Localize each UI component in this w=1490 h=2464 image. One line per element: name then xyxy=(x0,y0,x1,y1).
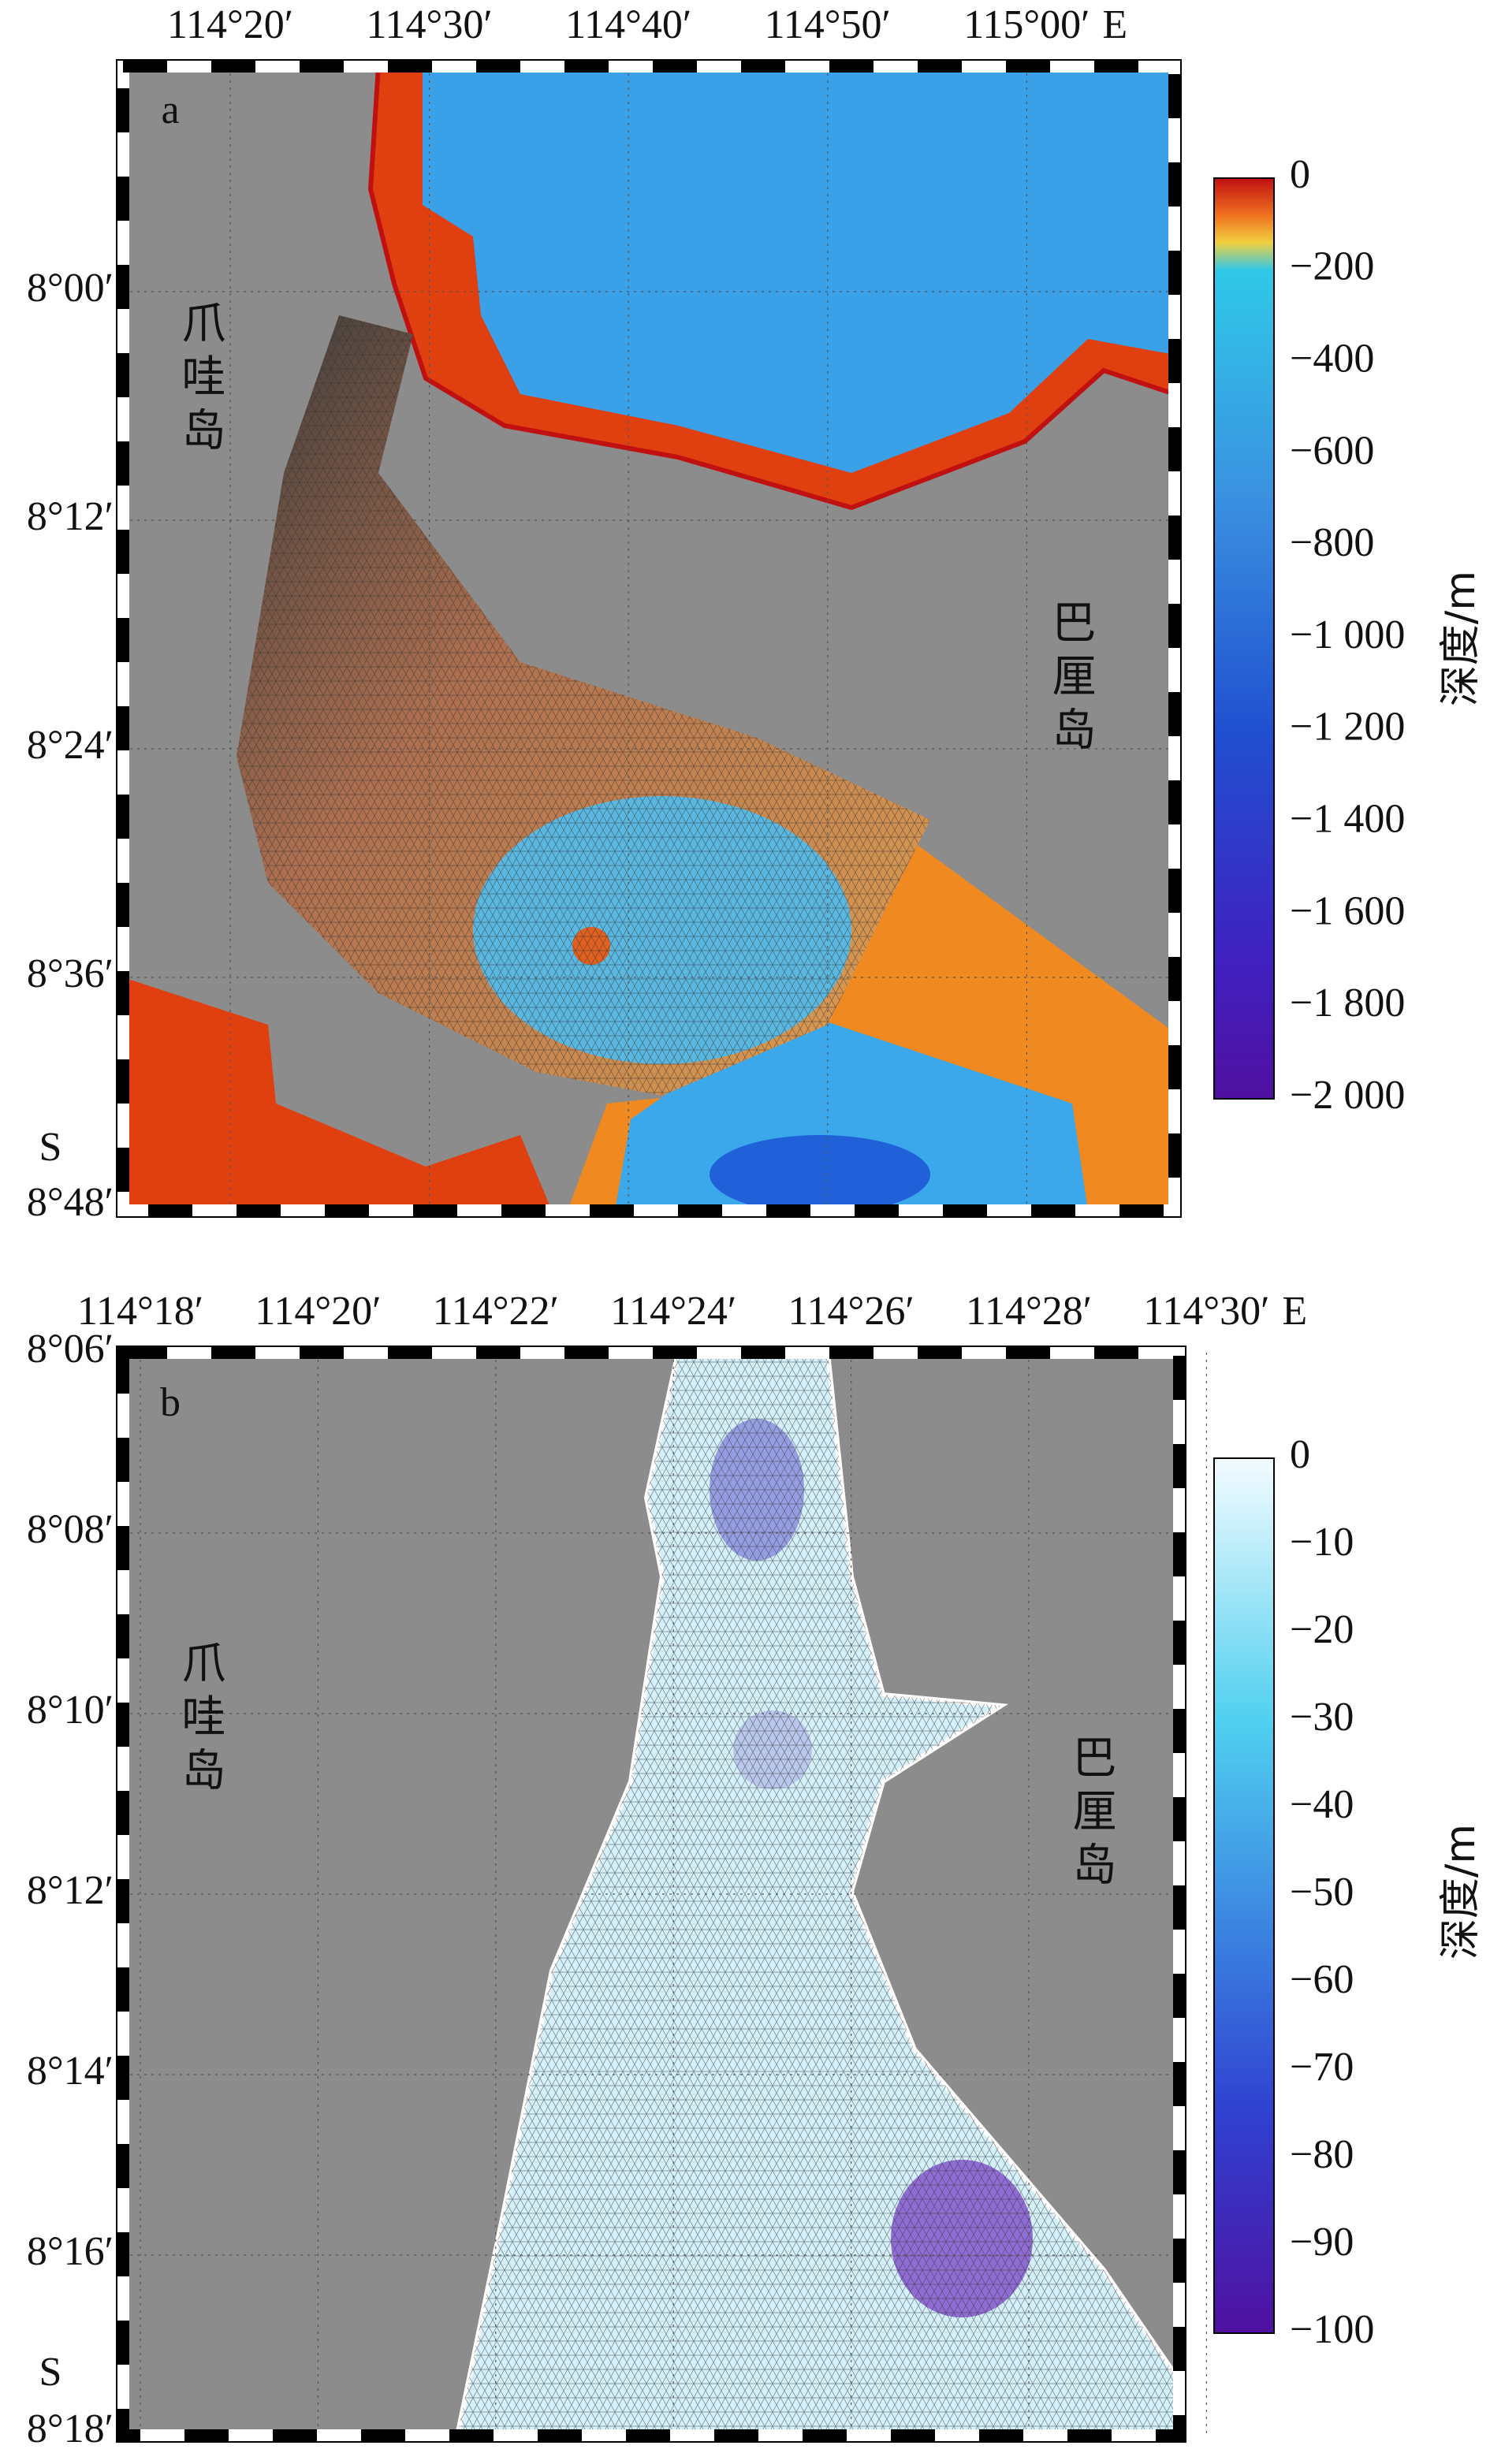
y-tick-label: 8°10′ xyxy=(27,1688,114,1733)
x-hemisphere: E xyxy=(1102,2,1127,47)
x-tick-label: 114°20′ xyxy=(255,1289,381,1334)
y-tick-label: 8°36′ xyxy=(27,951,114,996)
map-a xyxy=(123,66,1175,1211)
frame-outline xyxy=(116,1346,1186,2443)
y-hemisphere: S xyxy=(39,2350,62,2395)
panel-a: 114°20′ 114°30′ 114°40′ 114°50′ 115°00′ E 8°00… xyxy=(27,2,1484,1225)
x-tick-label: 114°40′ xyxy=(565,2,691,47)
colorbar-tick-label: 0 xyxy=(1290,152,1310,197)
colorbar-tick-label: −10 xyxy=(1290,1520,1354,1565)
colorbar-tick-label: −200 xyxy=(1290,244,1374,289)
colorbar-tick-label: 0 xyxy=(1290,1432,1310,1477)
colorbar-tick-label: −100 xyxy=(1290,2307,1374,2352)
x-tick-label: 114°24′ xyxy=(610,1289,736,1334)
x-hemisphere: E xyxy=(1282,1289,1307,1334)
colorbar-tick-label: −1 200 xyxy=(1290,705,1405,750)
y-tick-label: 8°00′ xyxy=(27,266,114,311)
colorbar-a xyxy=(1213,177,1275,1100)
y-tick-label: 8°08′ xyxy=(27,1507,114,1552)
colorbar-tick-label: −30 xyxy=(1290,1695,1354,1740)
y-tick-label: 8°12′ xyxy=(27,494,114,539)
colorbar-tick-label: −50 xyxy=(1290,1870,1354,1915)
colorbar-tick-label: −70 xyxy=(1290,2045,1354,2090)
panel-letter: b xyxy=(160,1380,181,1425)
y-hemisphere: S xyxy=(39,1125,62,1170)
x-tick-label: 114°50′ xyxy=(765,2,891,47)
island-label: 巴厘岛 xyxy=(1065,1734,1116,1895)
y-tick-label: 8°06′ xyxy=(27,1327,114,1372)
panel-b: 114°18′ 114°20′ 114°22′ 114°24′ 114°26′ 114°2… xyxy=(27,1289,1484,2451)
colorbar-tick-label: −40 xyxy=(1290,1782,1354,1827)
colorbar-tick-label: −600 xyxy=(1290,428,1374,473)
x-tick-label: 114°22′ xyxy=(433,1289,559,1334)
colorbar-label: 深度/m xyxy=(1437,571,1484,706)
colorbar-tick-label: −1 600 xyxy=(1290,888,1405,933)
colorbar-label: 深度/m xyxy=(1437,1824,1484,1960)
colorbar-tick-label: −1 800 xyxy=(1290,981,1405,1025)
frame xyxy=(117,60,1181,1217)
colorbar-tick-label: −20 xyxy=(1290,1607,1354,1652)
colorbar-tick-label: −90 xyxy=(1290,2220,1354,2265)
colorbar-b xyxy=(1213,1457,1275,2334)
colorbar-tick-label: −1 400 xyxy=(1290,797,1405,842)
x-tick-label: 114°20′ xyxy=(167,2,293,47)
y-tick-label: 8°14′ xyxy=(27,2049,114,2094)
y-tick-label: 8°48′ xyxy=(27,1180,114,1225)
x-tick-label: 114°28′ xyxy=(966,1289,1092,1334)
x-tick-label: 114°18′ xyxy=(77,1289,203,1334)
x-tick-label: 114°30′ xyxy=(366,2,492,47)
panel-letter: a xyxy=(161,87,179,132)
island-label: 爪哇岛 xyxy=(174,300,225,460)
y-tick-label: 8°18′ xyxy=(27,2406,114,2451)
colorbar-tick-label: −2 000 xyxy=(1290,1073,1405,1118)
colorbar-tick-label: −800 xyxy=(1290,520,1374,565)
x-tick-label: 114°26′ xyxy=(788,1289,914,1334)
island-label: 爪哇岛 xyxy=(174,1640,225,1800)
y-tick-label: 8°24′ xyxy=(27,723,114,768)
colorbar-tick-label: −60 xyxy=(1290,1957,1354,2002)
frame xyxy=(117,1346,1186,2442)
x-tick-label: 115°00′ xyxy=(963,2,1090,47)
y-tick-label: 8°12′ xyxy=(27,1868,114,1913)
colorbar-tick-label: −400 xyxy=(1290,337,1374,382)
y-tick-label: 8°16′ xyxy=(27,2229,114,2274)
colorbar-tick-label: −1 000 xyxy=(1290,612,1405,657)
colorbar-tick-label: −80 xyxy=(1290,2132,1354,2177)
frame-outline xyxy=(116,59,1182,1218)
island-label: 巴厘岛 xyxy=(1045,599,1096,760)
x-tick-label: 114°30′ xyxy=(1143,1289,1269,1334)
